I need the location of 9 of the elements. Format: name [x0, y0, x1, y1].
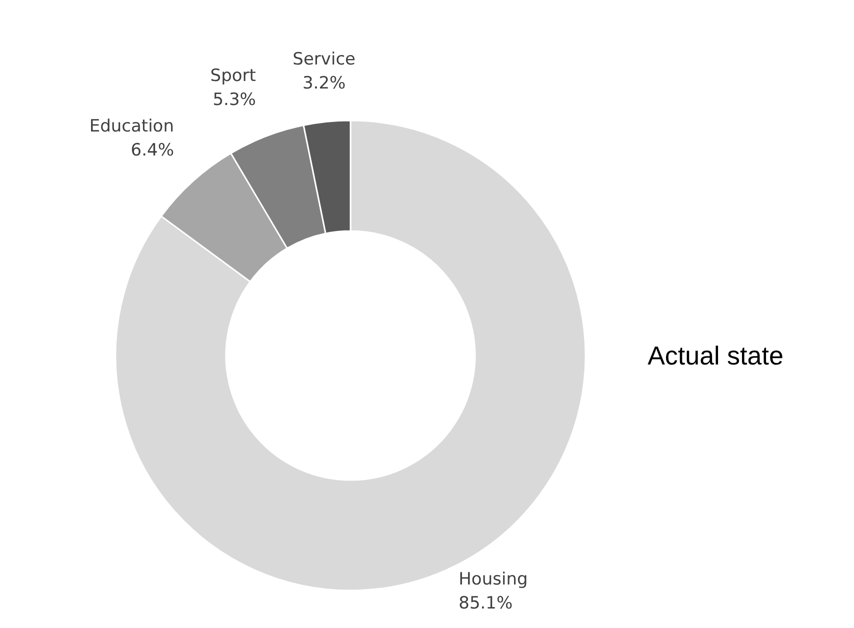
data-label: 85.1% [458, 593, 513, 614]
data-label: 3.2% [302, 74, 346, 94]
data-label: 6.4% [130, 140, 174, 160]
slice-label: Service [292, 50, 356, 70]
text: Actual state [648, 340, 784, 370]
slice-label: Housing [458, 569, 528, 590]
slice-label: Education [89, 116, 174, 136]
data-label: 5.3% [212, 90, 256, 110]
slice-label: Sport [210, 66, 256, 86]
